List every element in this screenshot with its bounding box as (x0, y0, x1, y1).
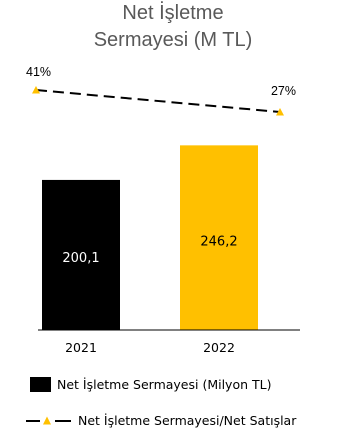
legend-label-bar: Net İşletme Sermayesi (Milyon TL) (57, 377, 271, 392)
bar-value-label-2021: 200,1 (62, 251, 99, 266)
bar-2022 (180, 145, 258, 330)
chart-title-line-1: Net İşletme (122, 1, 223, 24)
chart-title-line-2: Sermayesi (M TL) (94, 29, 253, 51)
legend-label-line: Net İşletme Sermayesi/Net Satışlar (78, 413, 297, 428)
x-axis-ticks: 2021 2022 (65, 340, 235, 355)
bar-2021 (42, 179, 120, 330)
ratio-marker-2022 (276, 108, 284, 116)
legend: Net İşletme Sermayesi (Milyon TL) Net İş… (26, 377, 297, 428)
bar-value-label-2022: 246,2 (200, 234, 237, 249)
x-tick-label-2022: 2022 (203, 340, 235, 355)
x-tick-label-2021: 2021 (65, 340, 97, 355)
legend-swatch-triangle-marker (43, 416, 51, 425)
ratio-line (35, 89, 281, 113)
ratio-marker-2021 (32, 86, 40, 94)
bar-series: 200,1 246,2 (42, 145, 258, 330)
ratio-value-label-2022: 27% (271, 84, 296, 98)
ratio-value-label-2021: 41% (26, 65, 51, 79)
legend-swatch-bar (30, 377, 51, 392)
ratio-line-series: 41% 27% (26, 65, 296, 116)
